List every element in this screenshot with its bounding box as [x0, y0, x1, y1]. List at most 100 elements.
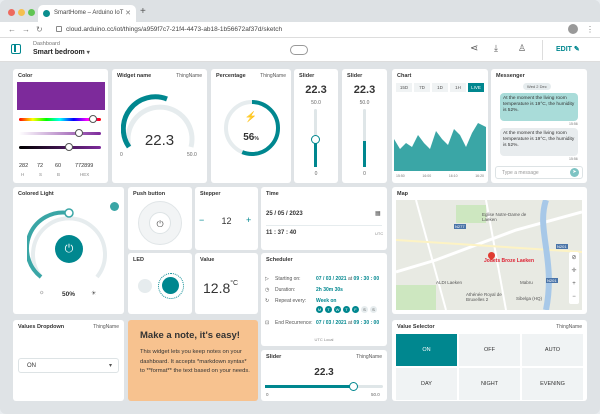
saturation-slider[interactable] — [19, 129, 101, 137]
chevron-down-icon: ▾ — [108, 363, 112, 369]
selector-option-auto[interactable]: AUTO — [522, 334, 583, 366]
sidebar-toggle-icon[interactable] — [11, 44, 21, 54]
edit-button[interactable]: EDIT ✎ — [556, 46, 580, 53]
map-controls: ⊘ ✛ + − — [569, 252, 579, 304]
map-canvas[interactable]: Eglise Notre-Dame de Laeken Jouets Broze… — [396, 200, 582, 310]
increment-button[interactable]: + — [246, 215, 252, 225]
reload-icon[interactable]: ↻ — [36, 25, 43, 34]
forward-icon[interactable]: → — [22, 25, 30, 34]
weekday-toggle[interactable]: W — [334, 306, 341, 313]
weekday-toggle[interactable]: M — [316, 306, 323, 313]
gauge-value: 22.3 — [144, 132, 175, 149]
message-time: 15:56 — [569, 122, 578, 126]
zoom-out-button[interactable]: − — [572, 294, 576, 300]
power-icon: ⏻ — [149, 212, 171, 234]
stepper-widget: Stepper − 12 + — [195, 187, 258, 250]
repeat-value[interactable]: Week on — [316, 298, 337, 304]
range-1d[interactable]: 1D — [432, 83, 448, 92]
dashboard-name-select[interactable]: Smart bedroom ▾ — [33, 49, 90, 56]
slider-thumb[interactable] — [311, 135, 320, 144]
zoom-in-button[interactable]: + — [572, 281, 576, 287]
road-label: N201 — [546, 278, 558, 283]
close-tab-icon[interactable]: ✕ — [125, 10, 131, 17]
close-window-button[interactable] — [8, 9, 15, 16]
widget-title: Widget name — [117, 73, 152, 79]
vertical-slider-track[interactable] — [311, 109, 320, 167]
end-icon: ⊡ — [265, 320, 270, 326]
locate-icon[interactable]: ✛ — [571, 268, 577, 274]
timezone-label: UTC — [375, 231, 384, 236]
range-7d[interactable]: 7D — [414, 83, 430, 92]
light-color-dot[interactable] — [110, 202, 119, 211]
selector-option-on[interactable]: ON — [396, 334, 457, 366]
end-value[interactable]: 07 / 03 / 2021 at 09 : 30 : 00 — [316, 320, 380, 326]
road-label: N277 — [454, 224, 466, 229]
new-tab-button[interactable]: + — [140, 6, 146, 17]
decrement-button[interactable]: − — [199, 215, 205, 225]
download-icon[interactable]: ⤓ — [494, 43, 498, 53]
start-value[interactable]: 07 / 03 / 2021 at 09 : 30 : 00 — [316, 276, 380, 282]
url-field[interactable]: cloud.arduino.cc/iot/things/a959f7c7-21f… — [56, 24, 556, 35]
slider-min: 0 — [314, 171, 318, 177]
widget-title: Time — [266, 191, 279, 197]
maximize-window-button[interactable] — [28, 9, 35, 16]
selector-option-night[interactable]: NIGHT — [459, 368, 520, 400]
selector-option-day[interactable]: DAY — [396, 368, 457, 400]
weekday-toggle[interactable]: S — [361, 306, 368, 313]
range-1h[interactable]: 1H — [450, 83, 466, 92]
messenger-widget: Messenger Wed 2 Dec At the moment the li… — [491, 69, 587, 183]
map-label: Eglise Notre-Dame de Laeken — [482, 212, 527, 222]
thing-name: ThingName — [260, 73, 286, 79]
slider-thumb[interactable] — [349, 382, 358, 391]
slider-min: 0 — [363, 171, 366, 177]
time-field[interactable]: 11 : 37 : 40 — [266, 230, 297, 236]
values-dropdown[interactable]: ON ▾ — [18, 358, 119, 373]
brightness-value[interactable]: 60 — [55, 163, 62, 169]
hex-value[interactable]: 772899 — [75, 163, 94, 169]
range-live[interactable]: LIVE — [468, 83, 484, 92]
share-icon[interactable]: ⋖ — [470, 43, 479, 54]
dropdown-widget: Values Dropdown ThingName ON ▾ — [13, 320, 124, 401]
date-field[interactable]: 25 / 05 / 2023 — [266, 211, 303, 217]
browser-menu-icon[interactable]: ⋮ — [586, 25, 594, 34]
minimize-window-button[interactable] — [18, 9, 25, 16]
saturation-label: S — [39, 172, 43, 177]
send-icon[interactable]: ➤ — [570, 168, 579, 177]
repeat-icon: ↻ — [265, 298, 270, 304]
range-15d[interactable]: 15D — [396, 83, 412, 92]
saturation-value[interactable]: 72 — [37, 163, 44, 169]
compass-icon[interactable]: ⊘ — [571, 255, 577, 261]
back-icon[interactable]: ← — [8, 25, 16, 34]
horizontal-slider-track[interactable] — [265, 382, 383, 391]
slider-max: 50.0 — [371, 392, 380, 397]
slider-value: 22.3 — [305, 84, 327, 96]
vertical-slider-track[interactable] — [363, 109, 366, 167]
hue-slider[interactable] — [19, 115, 101, 123]
slider-min: 0 — [266, 392, 269, 397]
hue-value[interactable]: 282 — [19, 163, 29, 169]
widget-title: Value Selector — [397, 324, 435, 330]
browser-tab[interactable]: SmartHome – Arduino IoT ✕ — [38, 5, 136, 22]
percentage-value: 56% — [243, 132, 259, 143]
weekday-toggle[interactable]: T — [325, 306, 332, 313]
push-button[interactable]: ⏻ — [138, 201, 182, 245]
device-icon[interactable]: ♙ — [518, 43, 527, 53]
brightness-slider[interactable] — [19, 143, 101, 151]
weekday-toggle[interactable]: F — [352, 306, 359, 313]
map-label: Jouets Broze Laeken — [484, 258, 535, 264]
brightness-arc[interactable] — [27, 207, 111, 291]
percentage-widget: Percentage ThingName ⚡ 56% — [211, 69, 291, 183]
weekday-toggle[interactable]: T — [343, 306, 350, 313]
power-toggle-button[interactable]: ⏻ — [55, 235, 83, 263]
weekday-toggle[interactable]: S — [370, 306, 377, 313]
selector-option-off[interactable]: OFF — [459, 334, 520, 366]
profile-avatar[interactable] — [568, 24, 578, 34]
message-input[interactable]: Type a message — [495, 166, 583, 179]
calendar-icon[interactable]: ▦ — [375, 211, 381, 217]
color-widget: Color 282 72 60 772899 H S B HEX — [13, 69, 108, 183]
led-on-indicator — [158, 273, 184, 299]
note-title: Make a note, it's easy! — [140, 330, 240, 341]
chart-widget: Chart 15D 7D 1D 1H LIVE 15:50 16:00 16:10 1… — [392, 69, 488, 183]
duration-value[interactable]: 2h 30m 30s — [316, 287, 343, 293]
selector-option-evening[interactable]: EVENING — [522, 368, 583, 400]
